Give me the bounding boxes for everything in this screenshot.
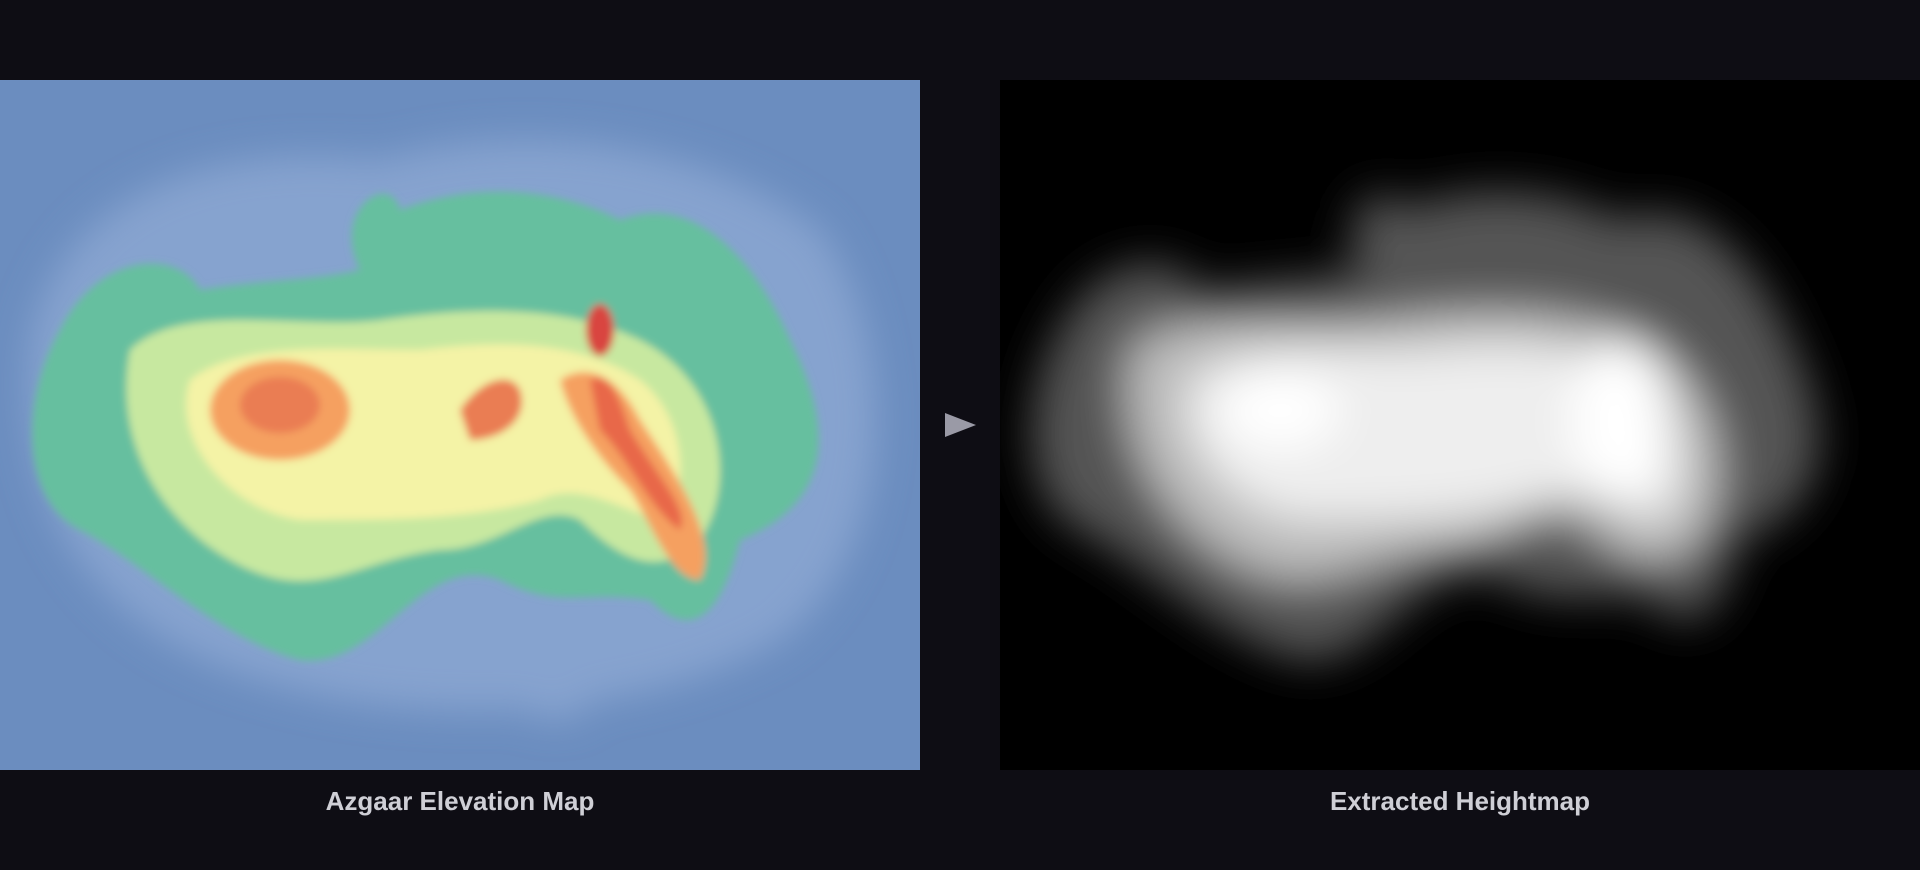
arrow-right-icon [945,413,976,437]
heightmap-image [1000,80,1920,770]
elevation-map-image [0,80,920,770]
heightmap-caption: Extracted Heightmap [1329,786,1591,816]
elevation-map-caption: Azgaar Elevation Map [325,786,595,816]
